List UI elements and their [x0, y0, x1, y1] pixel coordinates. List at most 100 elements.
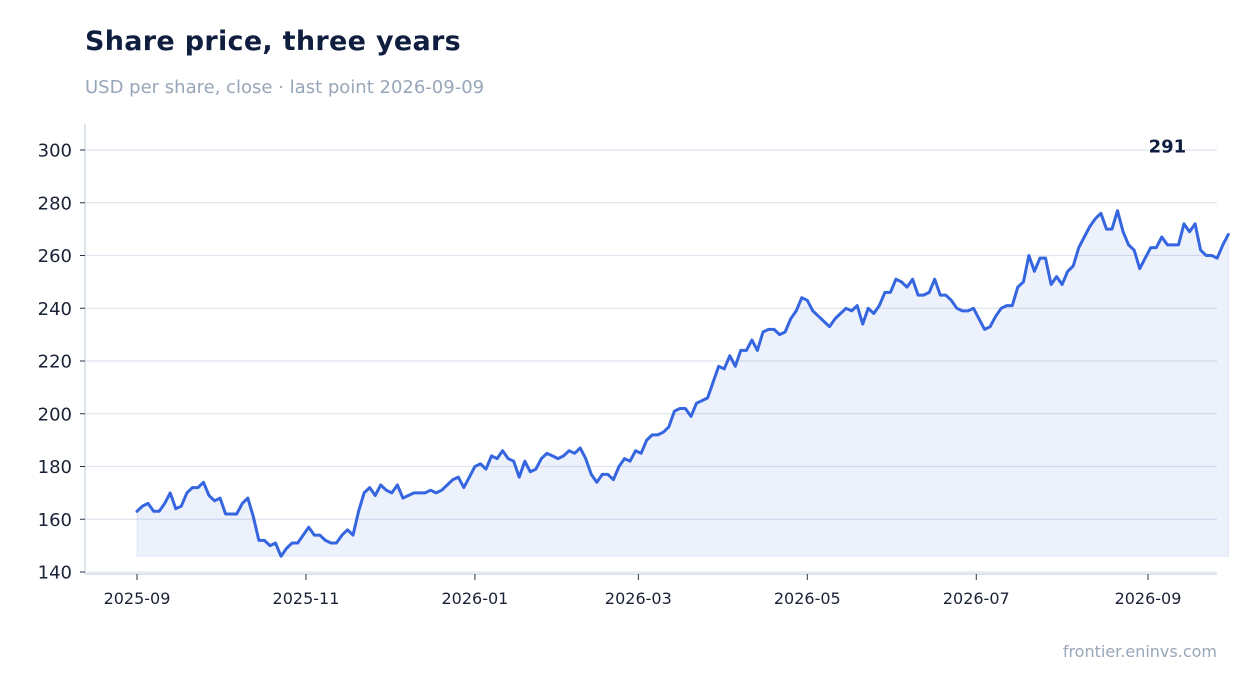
x-tick-label: 2026-09: [1115, 589, 1182, 608]
price-point: [834, 318, 836, 320]
price-point: [695, 402, 697, 404]
price-point: [795, 310, 797, 312]
price-point: [446, 484, 448, 486]
price-point: [817, 315, 819, 317]
price-point: [806, 299, 808, 301]
price-point: [418, 492, 420, 494]
price-point: [884, 291, 886, 293]
x-tick-label: 2025-11: [273, 589, 340, 608]
y-tick-label: 200: [38, 404, 72, 425]
y-axis-ticks: 140 160 180 200 220 240 260 280 300: [38, 141, 85, 584]
price-point: [945, 294, 947, 296]
price-area: [136, 208, 1229, 558]
price-point: [634, 450, 636, 452]
price-point: [152, 510, 154, 512]
price-point: [402, 497, 404, 499]
price-point: [490, 455, 492, 457]
price-point: [623, 457, 625, 459]
price-point: [601, 473, 603, 475]
price-point: [690, 415, 692, 417]
price-point: [873, 312, 875, 314]
price-point: [280, 555, 282, 557]
price-point: [668, 426, 670, 428]
price-point: [745, 349, 747, 351]
price-point: [1194, 223, 1196, 225]
price-point: [784, 331, 786, 333]
price-point: [778, 333, 780, 335]
price-point: [236, 513, 238, 515]
price-point: [889, 291, 891, 293]
price-point: [546, 452, 548, 454]
price-point: [1067, 270, 1069, 272]
end-label-group: 291: [1149, 137, 1187, 158]
price-point: [457, 476, 459, 478]
price-point: [219, 497, 221, 499]
source-credit: frontier.eninvs.com: [1062, 642, 1217, 661]
y-tick-label: 260: [38, 246, 72, 267]
price-point: [1006, 304, 1008, 306]
price-point: [629, 460, 631, 462]
price-point: [441, 489, 443, 491]
price-point: [662, 431, 664, 433]
price-point: [385, 489, 387, 491]
price-point: [346, 529, 348, 531]
price-point: [573, 452, 575, 454]
price-point: [335, 542, 337, 544]
price-point: [474, 465, 476, 467]
price-point: [1216, 257, 1218, 259]
price-point: [767, 328, 769, 330]
price-point: [252, 515, 254, 517]
price-point: [917, 294, 919, 296]
price-point: [1199, 249, 1201, 251]
price-point: [1083, 236, 1085, 238]
y-tick-label: 280: [38, 193, 72, 214]
price-point: [706, 397, 708, 399]
price-point: [297, 542, 299, 544]
chart-subtitle: USD per share, close · last point 2026-0…: [85, 77, 485, 98]
price-point: [1011, 304, 1013, 306]
price-point: [213, 500, 215, 502]
price-point: [263, 539, 265, 541]
axes: [84, 124, 1217, 575]
price-point: [363, 492, 365, 494]
price-point: [391, 492, 393, 494]
price-point: [324, 539, 326, 541]
price-point: [1188, 231, 1190, 233]
price-point: [285, 547, 287, 549]
price-line-path: [135, 209, 1230, 558]
price-point: [729, 355, 731, 357]
price-point: [845, 307, 847, 309]
price-point: [535, 468, 537, 470]
price-point: [164, 502, 166, 504]
price-point: [258, 539, 260, 541]
price-point: [1155, 246, 1157, 248]
x-tick-label: 2026-05: [774, 589, 841, 608]
price-point: [1177, 244, 1179, 246]
price-point: [828, 326, 830, 328]
price-point: [197, 486, 199, 488]
y-tick-label: 220: [38, 352, 72, 373]
price-point: [435, 492, 437, 494]
price-point: [607, 473, 609, 475]
price-point: [241, 502, 243, 504]
price-point: [501, 450, 503, 452]
price-point: [900, 281, 902, 283]
price-point: [823, 320, 825, 322]
price-point: [1211, 254, 1213, 256]
price-point: [922, 294, 924, 296]
x-axis-ticks: 2025-09 2025-11 2026-01 2026-03 2026-05 2026-…: [104, 574, 1182, 608]
price-point: [407, 494, 409, 496]
price-point: [983, 328, 985, 330]
price-point: [341, 534, 343, 536]
price-point: [1039, 257, 1041, 259]
price-point: [878, 304, 880, 306]
grid-lines: [85, 149, 1217, 573]
price-point: [718, 365, 720, 367]
price-point: [657, 434, 659, 436]
price-point: [862, 323, 864, 325]
price-area-fill: [136, 208, 1229, 558]
price-point: [956, 307, 958, 309]
price-point: [1227, 233, 1229, 235]
price-point: [972, 307, 974, 309]
